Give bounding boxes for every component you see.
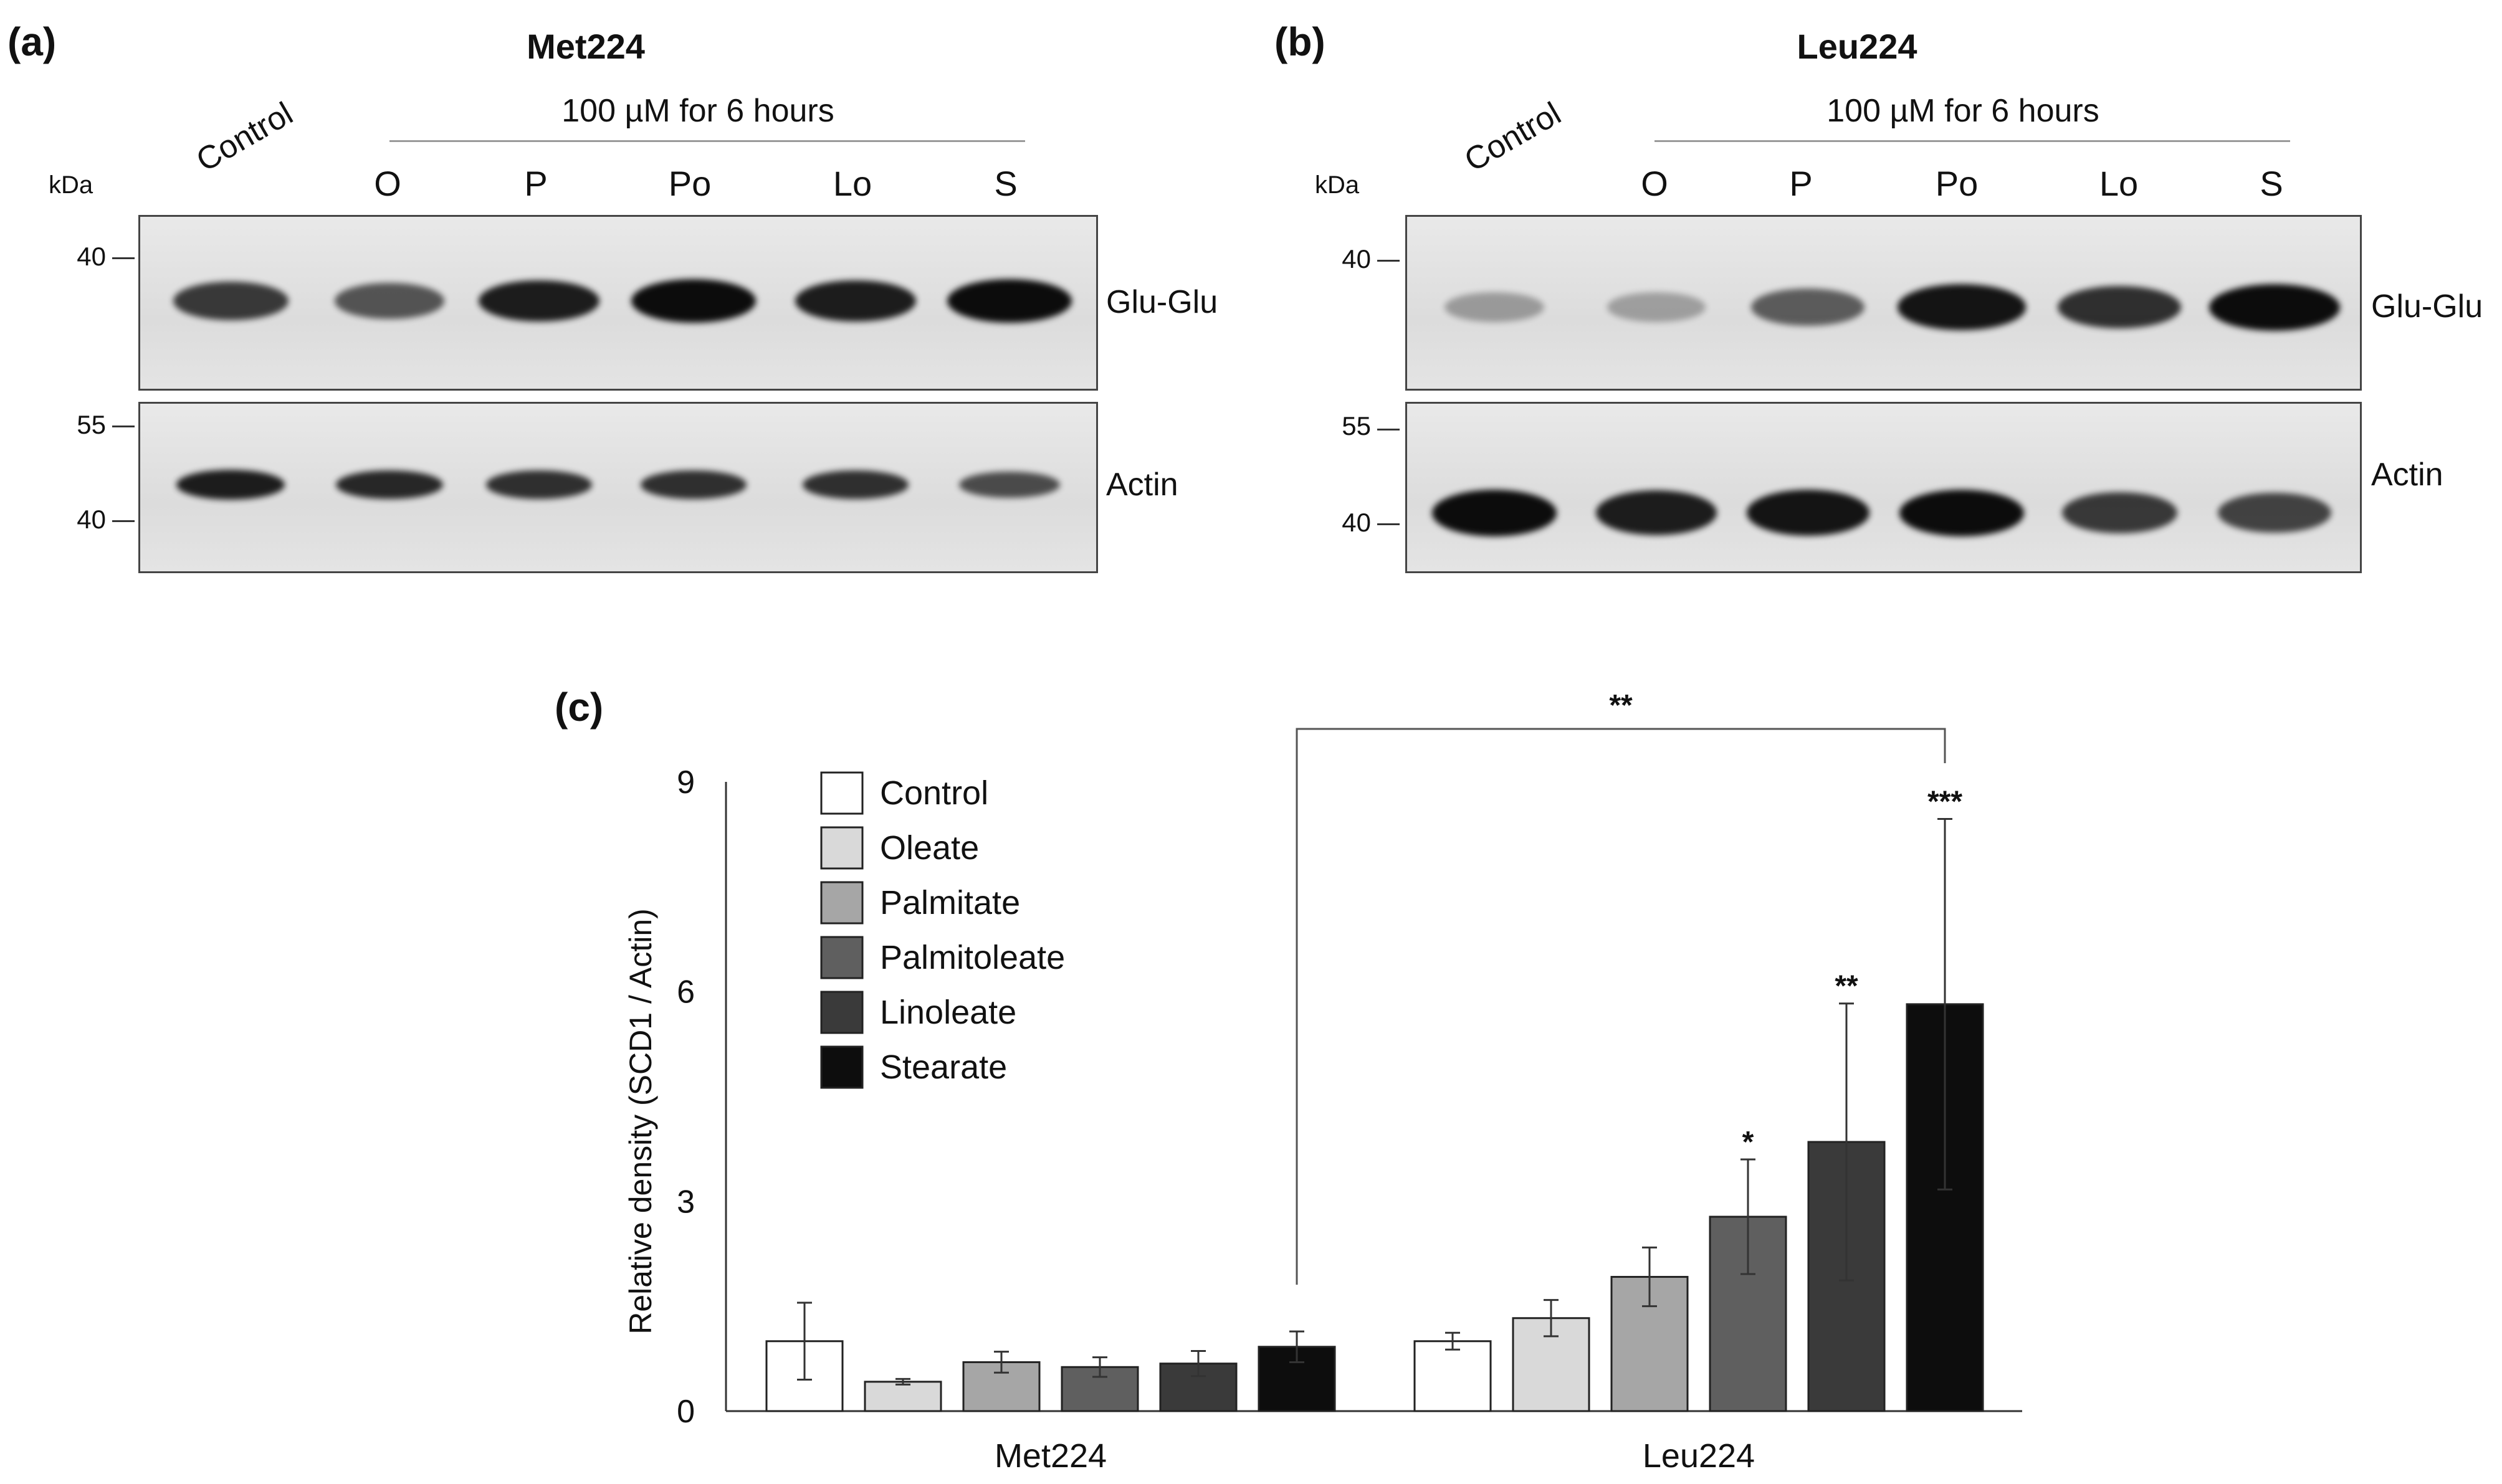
y-tick-label: 3 <box>677 1184 695 1220</box>
panel-a-marker-tick <box>112 257 135 259</box>
panel-a-treatment: 100 µM for 6 hours <box>561 93 834 129</box>
blot-band <box>1444 292 1544 322</box>
panel-a-gluglu-blot <box>138 215 1098 391</box>
panel-b-marker-tick <box>1377 523 1400 525</box>
panel-b-marker-40-top: 40 <box>1342 244 1371 273</box>
legend-swatch-stearate <box>820 1045 864 1089</box>
blot-band <box>947 279 1072 323</box>
panel-a-kda-label: kDa <box>49 171 93 199</box>
y-tick-label: 0 <box>677 1394 695 1430</box>
legend-swatch-control <box>820 771 864 815</box>
panel-a-marker-55: 55 <box>77 410 106 439</box>
panel-a-lane-s: S <box>994 164 1018 203</box>
blot-band <box>803 470 909 499</box>
legend-label-palmitoleate: Palmitoleate <box>880 939 1065 976</box>
comparison-significance: ** <box>1609 689 1633 722</box>
panel-b-lane-lo: Lo <box>2099 164 2139 203</box>
panel-b-marker-tick <box>1377 429 1400 430</box>
bar-control-leu224 <box>1413 1340 1492 1412</box>
legend-label-linoleate: Linoleate <box>880 994 1016 1031</box>
panel-b-lane-s: S <box>2260 164 2283 203</box>
blot-band <box>336 470 443 500</box>
panel-a-lane-o: O <box>374 164 401 203</box>
legend-label-control: Control <box>880 774 988 812</box>
panel-b-actin-label: Actin <box>2371 457 2443 493</box>
blot-band <box>1596 490 1717 535</box>
legend-swatch-linoleate <box>820 991 864 1034</box>
panel-a-gluglu-label: Glu-Glu <box>1106 284 1218 320</box>
panel-a-actin-label: Actin <box>1106 467 1178 503</box>
panel-b-label: (b) <box>1274 19 1325 64</box>
blot-band <box>2209 283 2340 331</box>
significance-marker: * <box>1742 1126 1754 1159</box>
panel-a-marker-tick <box>112 520 135 522</box>
legend-swatch-palmitate <box>820 881 864 925</box>
comparison-bracket <box>1296 728 1946 1285</box>
x-category-label: Leu224 <box>1643 1437 1755 1475</box>
blot-band <box>1899 489 2024 536</box>
legend-label-palmitate: Palmitate <box>880 884 1020 921</box>
legend-label-stearate: Stearate <box>880 1049 1007 1086</box>
blot-band <box>1607 292 1706 322</box>
blot-band <box>959 471 1060 498</box>
panel-b-lane-o: O <box>1641 164 1668 203</box>
blot-band <box>2061 492 2177 534</box>
blot-band <box>173 281 289 321</box>
panel-a-treatment-line <box>389 140 1025 142</box>
panel-c-label: (c) <box>555 685 604 730</box>
panel-a-lane-po: Po <box>668 164 712 203</box>
blot-band <box>335 283 444 319</box>
panel-b-marker-55: 55 <box>1342 411 1371 440</box>
blot-band <box>1751 288 1865 326</box>
y-tick-label: 6 <box>677 974 695 1011</box>
panel-b-kda-label: kDa <box>1315 171 1360 199</box>
panel-b-marker-40-bottom: 40 <box>1342 508 1371 537</box>
significance-marker: ** <box>1835 970 1858 1003</box>
chart-axes: 0 3 6 9 Relative density (SCD1 / Actin) <box>623 764 2022 1430</box>
panel-a-lane-lo: Lo <box>833 164 872 203</box>
legend-label-oleate: Oleate <box>880 829 979 867</box>
blot-band <box>2218 492 2331 533</box>
legend-swatch-palmitoleate <box>820 936 864 979</box>
blot-band <box>479 280 599 322</box>
blot-band <box>1432 489 1557 536</box>
panel-a-marker-tick <box>112 426 135 427</box>
panel-b-lane-p: P <box>1789 164 1813 203</box>
panel-a-actin-blot <box>138 402 1098 573</box>
panel-a-lane-p: P <box>524 164 548 203</box>
significance-marker: *** <box>1927 785 1962 818</box>
panel-b-marker-tick <box>1377 260 1400 262</box>
blot-band <box>1746 490 1869 536</box>
panel-b-gluglu-blot <box>1405 215 2362 391</box>
blot-band <box>641 470 747 499</box>
blot-band <box>795 280 916 322</box>
y-tick-label: 9 <box>677 764 695 801</box>
blot-band <box>486 470 592 499</box>
legend-swatch-oleate <box>820 826 864 870</box>
blot-band <box>2058 285 2181 329</box>
panel-b-lane-po: Po <box>1935 164 1979 203</box>
y-axis-label: Relative density (SCD1 / Actin) <box>623 908 658 1334</box>
panel-b-actin-blot <box>1405 402 2362 573</box>
blot-band <box>1897 284 2027 330</box>
panel-a-marker-40-top: 40 <box>77 242 106 271</box>
chart-error-bars <box>797 817 1952 1386</box>
panel-b-gluglu-label: Glu-Glu <box>2371 288 2483 325</box>
panel-a-marker-40-bottom: 40 <box>77 505 106 534</box>
panel-a-label: (a) <box>7 19 57 64</box>
panel-b-treatment-line <box>1654 140 2290 142</box>
blot-band <box>176 470 285 500</box>
panel-a-title: Met224 <box>527 27 645 66</box>
chart-legend: Control Oleate Palmitate Palmitoleate Linole… <box>820 771 1065 1089</box>
blot-band <box>631 279 756 323</box>
bar-oleate-met224 <box>864 1381 942 1412</box>
panel-b-title: Leu224 <box>1797 27 1917 66</box>
panel-b-treatment: 100 µM for 6 hours <box>1826 93 2099 129</box>
x-category-label: Met224 <box>995 1437 1107 1475</box>
chart-labels: ******Met224 Leu224** <box>995 689 1962 1475</box>
